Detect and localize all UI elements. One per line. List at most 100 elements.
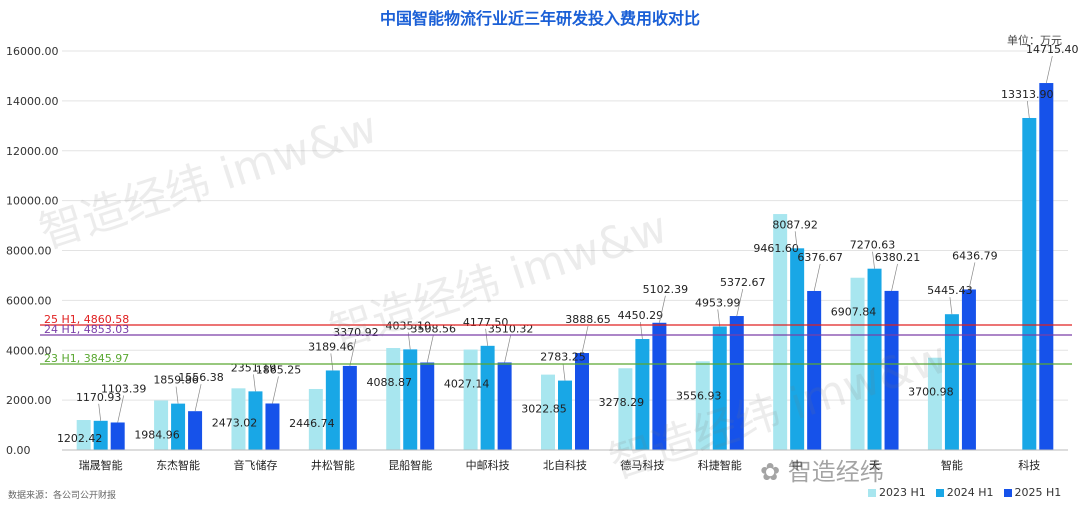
bar-2024h1 [944, 314, 959, 450]
bar-2024h1 [171, 403, 186, 450]
bar-2025h1 [420, 362, 435, 450]
y-tick-label: 16000.00 [6, 45, 59, 58]
data-label-leader [98, 403, 102, 421]
data-label-leader [813, 263, 821, 292]
data-label: 4953.99 [695, 296, 741, 309]
y-tick-label: 2000.00 [6, 394, 52, 407]
bar-2023h1 [386, 348, 401, 450]
data-label: 3189.46 [308, 340, 354, 353]
legend-label-2025: 2025 H1 [1014, 486, 1062, 499]
y-tick-label: 12000.00 [6, 145, 59, 158]
bar-2025h1 [265, 403, 280, 450]
bar-2025h1 [652, 322, 667, 450]
x-tick-label: 中 [792, 459, 803, 472]
data-label: 6376.67 [797, 251, 843, 264]
data-label-leader [717, 309, 721, 327]
data-label: 3508.56 [410, 323, 456, 336]
x-tick-label: 中邮科技 [466, 458, 510, 472]
unit-label: 单位：万元 [1007, 34, 1062, 47]
bar-2024h1 [790, 248, 805, 450]
data-label-leader [581, 325, 589, 354]
reference-label: 25 H1, 4860.58 [44, 313, 129, 326]
y-tick-label: 4000.00 [6, 344, 52, 357]
data-label-leader [949, 297, 953, 315]
x-tick-label: 科技 [1018, 458, 1040, 472]
bar-2024h1 [325, 370, 340, 450]
data-label-leader [794, 231, 798, 249]
data-label: 6380.21 [875, 251, 921, 264]
x-tick-label: 昆船智能 [388, 458, 432, 472]
bar-2024h1 [712, 326, 727, 450]
bar-2024h1 [403, 349, 418, 450]
data-label: 2446.74 [289, 417, 335, 430]
bar-2024h1 [480, 345, 495, 450]
data-label: 4088.87 [366, 376, 412, 389]
x-tick-label: 井松智能 [311, 458, 355, 472]
bar-2024h1 [1022, 117, 1037, 450]
data-label: 9461.60 [753, 242, 799, 255]
bar-2024h1 [248, 391, 263, 450]
data-label-leader [562, 363, 566, 381]
data-label: 1103.39 [101, 382, 147, 395]
x-tick-label: 德马科技 [620, 458, 664, 472]
bar-2023h1 [463, 349, 478, 450]
data-label: 5445.43 [927, 284, 973, 297]
legend-swatch-2023 [868, 488, 876, 497]
data-label: 3370.92 [333, 326, 379, 339]
data-label-leader [426, 335, 434, 363]
data-label-leader [504, 335, 511, 363]
bar-2023h1 [76, 420, 91, 450]
bar-2024h1 [93, 420, 108, 450]
x-tick-label: 天 [869, 459, 880, 472]
data-label: 2351.19 [231, 361, 277, 374]
bar-2025h1 [1039, 83, 1054, 450]
bar-2023h1 [154, 400, 169, 450]
data-label: 2473.02 [212, 416, 258, 429]
data-label-leader [968, 262, 976, 290]
y-tick-label: 10000.00 [6, 195, 59, 208]
data-label-leader [349, 338, 357, 367]
data-source: 数据来源：各公司公开财报 [8, 491, 117, 501]
data-label-leader [117, 395, 125, 423]
legend-label-2023: 2023 H1 [879, 486, 926, 499]
data-label: 3022.85 [521, 403, 567, 416]
bar-2025h1 [110, 422, 125, 450]
legend-label-2024: 2024 H1 [946, 486, 994, 499]
data-label: 3510.32 [488, 322, 534, 335]
bar-2025h1 [884, 290, 899, 450]
data-label: 1170.93 [76, 391, 122, 404]
y-tick-label: 6000.00 [6, 294, 52, 307]
x-tick-label: 北自科技 [543, 458, 587, 472]
y-tick-label: 14000.00 [6, 95, 59, 108]
data-label: 1202.42 [57, 432, 103, 445]
bar-2023h1 [695, 361, 710, 450]
data-label: 3700.98 [908, 386, 954, 399]
data-label-leader [175, 386, 179, 404]
data-label: 3556.93 [676, 389, 722, 402]
bar-2023h1 [618, 368, 633, 450]
legend-item-2023: 2023 H1 [868, 486, 926, 499]
data-label: 4450.29 [618, 309, 664, 322]
data-label: 1984.96 [134, 429, 180, 442]
data-label: 6907.84 [831, 306, 877, 319]
bar-2023h1 [541, 374, 555, 450]
data-label: 13313.90 [1001, 88, 1054, 101]
x-tick-label: 音飞储存 [233, 458, 277, 472]
x-tick-label: 东杰智能 [156, 458, 200, 472]
data-label: 14715.40 [1026, 43, 1079, 56]
legend-swatch-2025 [1003, 488, 1012, 497]
data-label-leader [253, 374, 256, 392]
data-label-leader [194, 384, 202, 412]
chart-title: 中国智能物流行业近三年研发投入费用收对比 [379, 9, 700, 28]
data-label-leader [330, 353, 334, 371]
bar-2023h1 [308, 388, 323, 450]
bar-2024h1 [867, 268, 882, 450]
data-label-leader [1026, 100, 1030, 119]
bar-2023h1 [231, 388, 246, 450]
x-tick-label: 瑞晟智能 [79, 458, 123, 472]
legend-item-2025: 2025 H1 [1003, 486, 1062, 499]
data-label: 4027.14 [444, 378, 490, 391]
bar-2025h1 [188, 411, 203, 450]
data-label: 4035.10 [385, 319, 431, 332]
bar-2025h1 [729, 316, 744, 450]
